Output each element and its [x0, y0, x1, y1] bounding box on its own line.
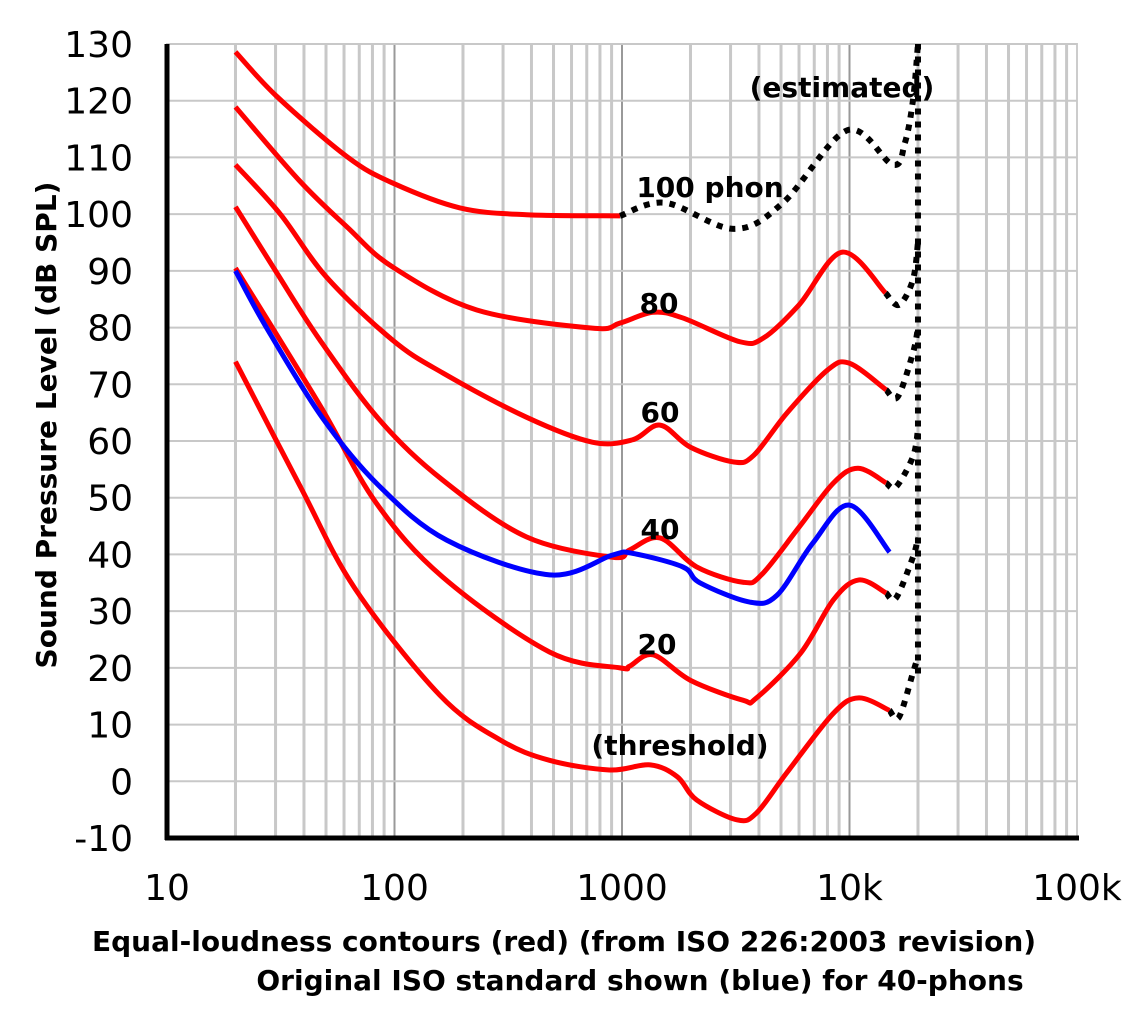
y-tick-label: 90 [87, 252, 133, 293]
series-line-est-100 [618, 43, 921, 232]
y-tick-label: 110 [64, 138, 133, 179]
x-tick-label: 10k [816, 868, 883, 909]
x-tick-label: 100k [1032, 868, 1122, 909]
label-threshold: (threshold) [591, 729, 768, 762]
x-tick-label: 1000 [576, 868, 668, 909]
y-tick-labels: -10 0 10 20 30 40 50 60 70 80 90 100 110 120 130 [64, 25, 133, 860]
label-80-phon: 80 [640, 287, 679, 320]
series-line-60 [233, 163, 888, 466]
axes [164, 44, 1079, 841]
x-tick-label: 100 [360, 868, 429, 909]
label-60-phon: 60 [641, 396, 680, 429]
y-tick-label: 130 [64, 25, 133, 66]
y-tick-label: -10 [74, 819, 133, 860]
y-tick-label: 100 [64, 195, 133, 236]
x-tick-labels: 10 100 1000 10k 100k [144, 868, 1122, 909]
series-line-20 [233, 266, 888, 706]
y-tick-label: 40 [87, 535, 133, 576]
series-line-40 [233, 205, 888, 586]
y-tick-label: 120 [64, 82, 133, 123]
y-tick-label: 30 [87, 592, 133, 633]
y-axis-title: Sound Pressure Level (dB SPL) [30, 182, 63, 669]
y-tick-label: 70 [87, 365, 133, 406]
series-line-est-80 [883, 242, 921, 309]
series-line-original-40 [233, 269, 892, 606]
y-tick-label: 20 [87, 649, 133, 690]
y-tick-label: 60 [87, 422, 133, 463]
series-line-est-60 [884, 326, 921, 402]
x-axis-title: Equal-loudness contours (red) (from ISO … [92, 925, 1036, 958]
label-estimated: (estimated) [750, 71, 935, 104]
series-line-est-40 [884, 429, 921, 492]
y-tick-label: 0 [110, 762, 133, 803]
label-100-phon: 100 phon [636, 171, 783, 204]
series-lines [233, 43, 921, 824]
series-line-threshold [233, 360, 891, 824]
series-line-100 [233, 50, 621, 219]
y-tick-label: 80 [87, 309, 133, 350]
y-tick-label: 10 [87, 706, 133, 747]
x-axis-subtitle: Original ISO standard shown (blue) for 4… [256, 964, 1023, 997]
series-line-80 [233, 105, 888, 347]
series-line-est-20 [884, 536, 921, 603]
label-20-phon: 20 [638, 628, 677, 661]
y-tick-label: 50 [87, 479, 133, 520]
x-tick-label: 10 [144, 868, 190, 909]
label-40-phon: 40 [641, 513, 680, 546]
